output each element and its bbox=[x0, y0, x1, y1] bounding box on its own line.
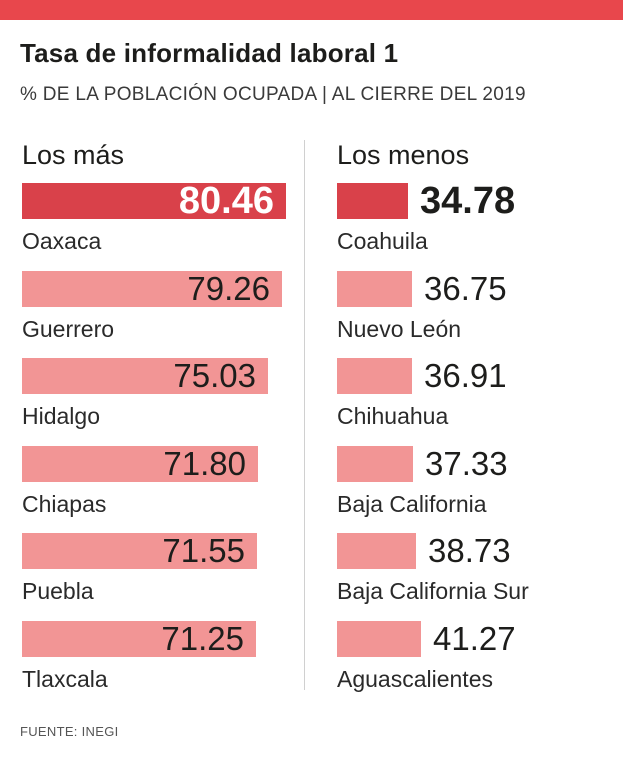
bar-left-5 bbox=[22, 621, 256, 657]
chart-title: Tasa de informalidad laboral 1 bbox=[20, 38, 399, 68]
value-label-left-4: 71.55 bbox=[162, 532, 245, 569]
state-label-left-1: Guerrero bbox=[22, 316, 115, 342]
bar-left-4 bbox=[22, 533, 257, 569]
value-label-right-3: 37.33 bbox=[425, 445, 508, 482]
value-label-right-2: 36.91 bbox=[424, 357, 507, 394]
value-label-left-5: 71.25 bbox=[161, 620, 244, 657]
state-label-left-5: Tlaxcala bbox=[22, 666, 108, 692]
state-label-right-0: Coahuila bbox=[337, 228, 428, 254]
bar-right-0 bbox=[337, 183, 408, 219]
value-label-right-0: 34.78 bbox=[420, 180, 516, 222]
state-label-left-4: Puebla bbox=[22, 578, 94, 604]
state-label-right-1: Nuevo León bbox=[337, 316, 462, 342]
chart-subtitle: % DE LA POBLACIÓN OCUPADA | AL CIERRE DE… bbox=[20, 84, 526, 105]
bar-left-0 bbox=[22, 183, 286, 219]
column-divider bbox=[304, 140, 305, 690]
value-label-left-1: 79.26 bbox=[187, 270, 270, 307]
state-label-right-5: Aguascalientes bbox=[337, 666, 493, 692]
left-column-title: Los más bbox=[22, 140, 125, 170]
bar-left-1 bbox=[22, 271, 282, 307]
source-note: FUENTE: INEGI bbox=[20, 724, 119, 739]
bar-right-5 bbox=[337, 621, 421, 657]
bar-right-1 bbox=[337, 271, 412, 307]
bar-left-2 bbox=[22, 358, 268, 394]
value-label-right-4: 38.73 bbox=[428, 532, 511, 569]
bar-left-3 bbox=[22, 446, 258, 482]
state-label-left-2: Hidalgo bbox=[22, 403, 100, 429]
state-label-right-4: Baja California Sur bbox=[337, 578, 529, 604]
state-label-left-0: Oaxaca bbox=[22, 228, 102, 254]
right-column-title: Los menos bbox=[337, 140, 470, 170]
bar-right-4 bbox=[337, 533, 416, 569]
value-label-left-0: 80.46 bbox=[178, 180, 274, 222]
value-label-right-1: 36.75 bbox=[424, 270, 507, 307]
value-label-right-5: 41.27 bbox=[433, 620, 516, 657]
state-label-right-3: Baja California bbox=[337, 491, 487, 517]
state-label-left-3: Chiapas bbox=[22, 491, 107, 517]
state-label-right-2: Chihuahua bbox=[337, 403, 449, 429]
value-label-left-2: 75.03 bbox=[173, 357, 256, 394]
bar-right-2 bbox=[337, 358, 412, 394]
value-label-left-3: 71.80 bbox=[163, 445, 246, 482]
bar-right-3 bbox=[337, 446, 413, 482]
top-accent-bar bbox=[0, 0, 623, 20]
